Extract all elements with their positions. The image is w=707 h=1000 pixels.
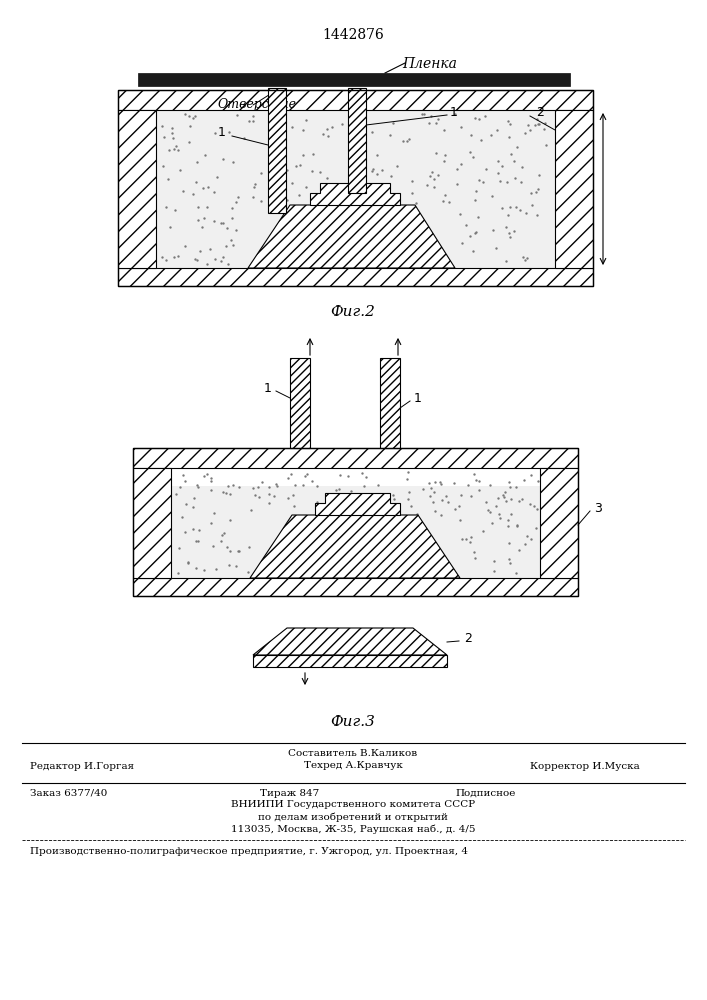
Text: Фиг.3: Фиг.3 (331, 715, 375, 729)
Text: Редактор И.Горгая: Редактор И.Горгая (30, 762, 134, 771)
Text: по делам изобретений и открытий: по делам изобретений и открытий (258, 812, 448, 822)
Polygon shape (250, 515, 460, 578)
Text: 3: 3 (594, 502, 602, 514)
Bar (253, 655, 447, 667)
Polygon shape (315, 493, 400, 515)
Text: Отверстие: Отверстие (218, 98, 297, 111)
Bar (268, 88, 286, 213)
Text: 113035, Москва, Ж-35, Раушская наб., д. 4/5: 113035, Москва, Ж-35, Раушская наб., д. … (230, 824, 475, 834)
Bar (156, 110, 555, 268)
Text: Тираж 847: Тираж 847 (260, 789, 320, 798)
Text: Заказ 6377/40: Заказ 6377/40 (30, 789, 107, 798)
Text: Корректор И.Муска: Корректор И.Муска (530, 762, 640, 771)
Text: 1: 1 (450, 105, 458, 118)
Bar (138, 73, 570, 86)
Polygon shape (310, 183, 400, 205)
Bar (118, 110, 156, 268)
Bar (555, 110, 593, 268)
Text: 1: 1 (414, 391, 422, 404)
Polygon shape (248, 205, 455, 268)
Text: Производственно-полиграфическое предприятие, г. Ужгород, ул. Проектная, 4: Производственно-полиграфическое предприя… (30, 847, 468, 856)
Bar (133, 468, 171, 578)
Text: Составитель В.Каликов: Составитель В.Каликов (288, 749, 418, 758)
Polygon shape (253, 628, 447, 655)
Bar (133, 448, 578, 468)
Bar (118, 90, 593, 286)
Text: Подписное: Подписное (455, 789, 515, 798)
Text: 1: 1 (218, 126, 226, 139)
Bar (133, 448, 578, 596)
Bar (290, 358, 310, 448)
Bar (540, 468, 578, 578)
Bar (171, 486, 540, 578)
Bar (133, 578, 578, 596)
Bar (348, 88, 366, 193)
Bar (118, 268, 593, 286)
Bar (118, 90, 593, 110)
Text: 1: 1 (264, 381, 272, 394)
Text: 2: 2 (464, 632, 472, 645)
Text: ВНИИПИ Государственного комитета СССР: ВНИИПИ Государственного комитета СССР (231, 800, 475, 809)
Text: 1442876: 1442876 (322, 28, 384, 42)
Text: Фиг.2: Фиг.2 (331, 305, 375, 319)
Bar (380, 358, 400, 448)
Text: Техред А.Кравчук: Техред А.Кравчук (303, 761, 402, 770)
Text: 2: 2 (536, 105, 544, 118)
Text: Пленка: Пленка (402, 57, 457, 71)
